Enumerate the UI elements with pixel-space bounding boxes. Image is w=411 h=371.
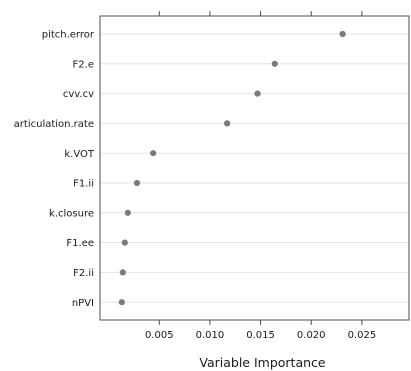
grid-layer xyxy=(100,33,409,303)
tick-layer: 0.005 0.010 0.015 0.020 0.025 xyxy=(145,11,376,341)
data-point xyxy=(121,239,128,246)
point-layer xyxy=(118,30,346,306)
data-point xyxy=(150,150,157,157)
x-tick-label: 0.020 xyxy=(297,330,326,341)
data-point xyxy=(124,209,131,216)
data-point xyxy=(118,299,125,306)
category-label: F1.ii xyxy=(73,179,94,190)
category-label: pitch.error xyxy=(42,30,95,41)
category-label: articulation.rate xyxy=(14,119,94,130)
data-point xyxy=(254,90,261,97)
data-point xyxy=(271,60,278,67)
data-point xyxy=(339,30,346,38)
category-label: k.closure xyxy=(49,208,94,219)
plot-frame xyxy=(99,15,410,321)
x-tick-label: 0.005 xyxy=(145,330,174,341)
label-layer: pitch.error F2.e cvv.cv articulation.rate k.… xyxy=(14,30,95,309)
category-label: F2.ii xyxy=(73,268,94,279)
category-label: F1.ee xyxy=(66,238,94,249)
data-point xyxy=(224,120,231,127)
data-point xyxy=(133,179,141,187)
category-label: cvv.cv xyxy=(63,89,94,100)
x-tick-label: 0.015 xyxy=(246,330,275,341)
data-point xyxy=(119,269,126,276)
category-label: nPVI xyxy=(72,298,94,309)
category-label: k.VOT xyxy=(64,149,95,160)
x-tick-label: 0.025 xyxy=(348,330,377,341)
x-axis-title: Variable Importance xyxy=(199,355,326,370)
category-label: F2.e xyxy=(73,59,94,70)
x-tick-label: 0.010 xyxy=(196,330,225,341)
